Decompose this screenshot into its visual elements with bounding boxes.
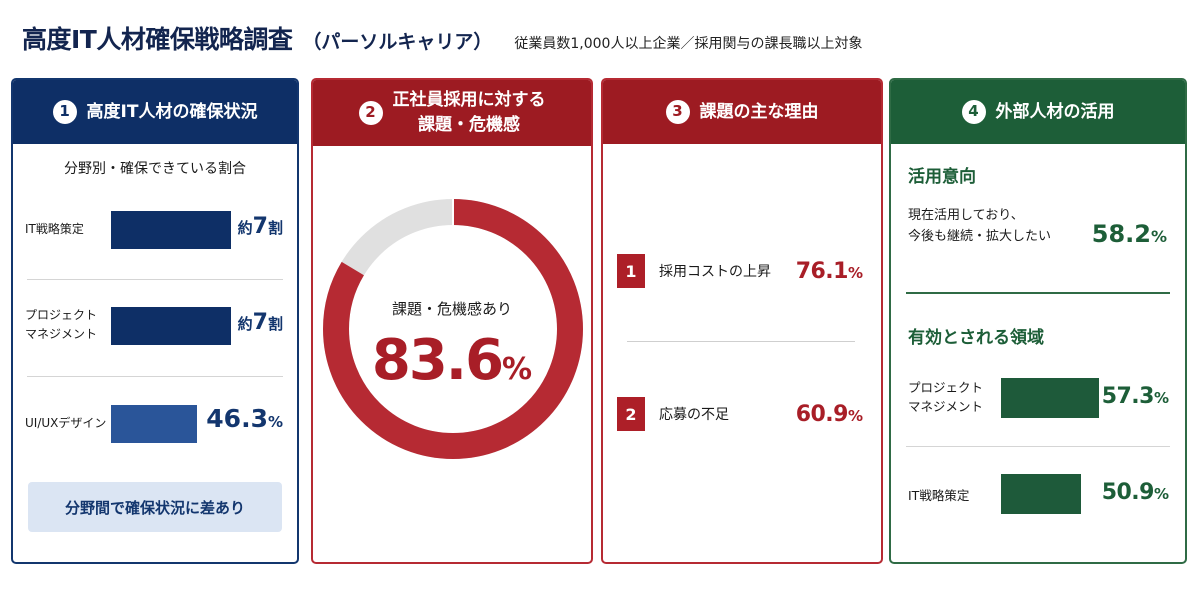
bar-value: 約7割	[237, 310, 283, 335]
page-title: 高度IT人材確保戦略調査	[22, 25, 293, 54]
donut-value: 83.6%	[371, 328, 533, 393]
panel-main-reasons: 3 課題の主な理由 1 採用コストの上昇 76.1% 2 応募の不足 60.9%	[601, 78, 883, 564]
bar-value: 57.3%	[1101, 384, 1169, 409]
panel-header: 2 正社員採用に対する 課題・危機感	[313, 80, 591, 146]
bar	[1001, 378, 1099, 418]
number-badge-icon: 2	[358, 101, 383, 125]
bar-label: UI/UXデザイン	[25, 416, 107, 430]
bar	[111, 405, 197, 443]
reason-value: 76.1%	[795, 258, 863, 284]
bar-label: プロジェクト マネジメント	[908, 380, 984, 415]
section-heading: 活用意向	[908, 167, 976, 187]
bar-value: 50.9%	[1101, 480, 1169, 505]
number-badge-icon: 3	[665, 100, 690, 124]
bar-label: IT戦略策定	[25, 222, 84, 236]
bar-row: IT戦略策定 約7割	[13, 202, 297, 258]
bar-row: UI/UXデザイン 46.3%	[13, 396, 297, 452]
reason-value: 60.9%	[795, 401, 863, 427]
donut-chart	[323, 198, 583, 459]
panel-title: 高度IT人材の確保状況	[86, 101, 258, 122]
donut-label: 課題・危機感あり	[391, 300, 512, 318]
reason-item: 1 採用コストの上昇 76.1%	[603, 251, 881, 291]
page-header: 高度IT人材確保戦略調査 （パーソルキャリア） 従業員数1,000人以上企業／採…	[22, 20, 862, 60]
bar-row: プロジェクト マネジメント 約7割	[13, 298, 297, 354]
number-badge-icon: 1	[52, 100, 77, 124]
divider	[906, 446, 1170, 447]
reason-label: 応募の不足	[659, 407, 729, 423]
bar-label: IT戦略策定	[908, 488, 970, 503]
panel-title: 外部人材の活用	[995, 101, 1115, 122]
bar-row: IT戦略策定 50.9%	[891, 474, 1185, 518]
panel-header: 4 外部人材の活用	[891, 80, 1185, 144]
number-badge-icon: 4	[961, 100, 986, 124]
page-title-source: （パーソルキャリア）	[302, 31, 493, 53]
bar	[1001, 474, 1081, 514]
panel-it-talent-status: 1 高度IT人材の確保状況 分野別・確保できている割合 IT戦略策定 約7割 プ…	[11, 78, 299, 564]
section-heading: 有効とされる領域	[908, 328, 1044, 348]
intent-description: 現在活用しており、 今後も継続・拡大したい	[908, 208, 1052, 244]
divider	[627, 341, 855, 342]
panel-header: 3 課題の主な理由	[603, 80, 881, 144]
panel-hiring-concern: 2 正社員採用に対する 課題・危機感 課題・危機感あり 83.6%	[311, 78, 593, 564]
bar	[111, 307, 231, 345]
panel-external-talent: 4 外部人材の活用 活用意向 現在活用しており、 今後も継続・拡大したい 58.2…	[889, 78, 1187, 564]
section-divider	[906, 292, 1170, 294]
page-subtitle: 従業員数1,000人以上企業／採用関与の課長職以上対象	[514, 36, 863, 52]
summary-note: 分野間で確保状況に差あり	[28, 482, 282, 532]
bar-row: プロジェクト マネジメント 57.3%	[891, 378, 1185, 422]
intent-value: 58.2%	[1091, 220, 1167, 248]
panel-title: 正社員採用に対する 課題・危機感	[392, 90, 546, 135]
bar-label: プロジェクト マネジメント	[25, 308, 98, 341]
bar-value: 約7割	[237, 214, 283, 239]
bar	[111, 211, 231, 249]
reason-item: 2 応募の不足 60.9%	[603, 394, 881, 434]
reason-label: 採用コストの上昇	[659, 264, 771, 280]
divider	[27, 376, 283, 377]
bar-value: 46.3%	[206, 404, 283, 433]
rank-badge: 1	[617, 254, 645, 288]
panel-title: 課題の主な理由	[699, 101, 819, 122]
chart-caption: 分野別・確保できている割合	[64, 161, 246, 177]
panel-header: 1 高度IT人材の確保状況	[13, 80, 297, 144]
divider	[27, 279, 283, 280]
rank-badge: 2	[617, 397, 645, 431]
